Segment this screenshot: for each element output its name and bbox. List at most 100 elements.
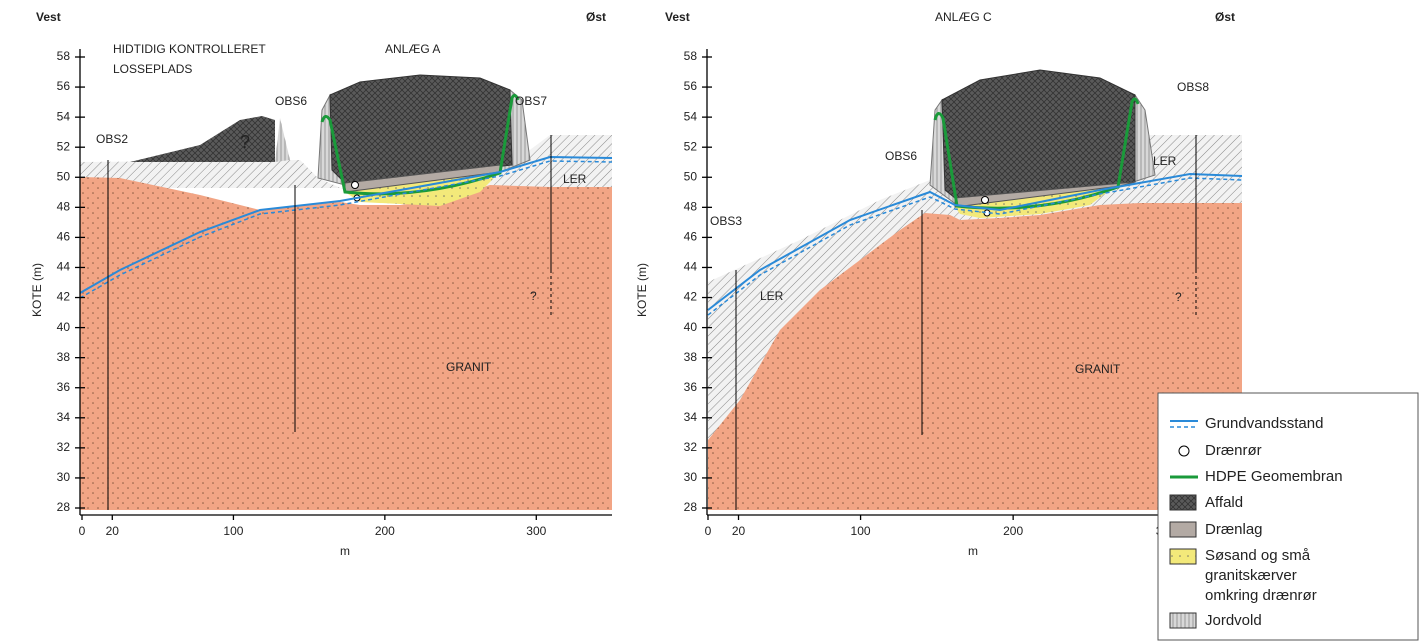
y-tick-label: 36 [684, 380, 698, 394]
legend-label: Grundvandsstand [1205, 415, 1323, 432]
label: Øst [586, 10, 606, 24]
legend-box [1157, 392, 1419, 641]
y-tick-label: 38 [57, 350, 71, 364]
x-tick-label: 100 [851, 524, 871, 538]
old-waste [130, 116, 275, 162]
y-tick-label: 54 [57, 109, 71, 123]
label: LER [1153, 154, 1177, 168]
y-axis-label: KOTE (m) [30, 263, 44, 317]
y-axis-label: KOTE (m) [635, 263, 649, 317]
label: Vest [36, 10, 61, 24]
label: GRANIT [1075, 362, 1121, 376]
x-axis-label: m [968, 544, 978, 558]
groundwater-dashed [707, 177, 1243, 316]
label: OBS6 [885, 149, 917, 163]
jordvold [275, 118, 290, 162]
right-section: Vest ANLÆG C Øst OBS3 OBS6 OBS8 LER LER … [635, 10, 1243, 558]
y-tick-label: 38 [684, 350, 698, 364]
legend-label: omkring drænrør [1205, 587, 1317, 604]
y-tick-label: 48 [57, 200, 71, 214]
legend-swatch [1169, 612, 1197, 629]
label: ? [1175, 290, 1182, 304]
y-tick-label: 30 [684, 470, 698, 484]
y-tick-label: 42 [684, 290, 698, 304]
label: LER [563, 172, 587, 186]
label: Vest [665, 10, 690, 24]
legend-label: HDPE Geomembran [1205, 468, 1343, 485]
x-tick-label: 300 [526, 524, 546, 538]
label: LOSSEPLADS [113, 62, 192, 76]
legend-label: Drænrør [1205, 442, 1262, 459]
y-tick-label: 52 [57, 139, 71, 153]
y-tick-label: 32 [684, 440, 698, 454]
label: GRANIT [446, 360, 492, 374]
membrane [320, 93, 520, 196]
y-tick-label: 40 [684, 320, 698, 334]
y-tick-label: 36 [57, 380, 71, 394]
legend-label: Søsand og små [1205, 547, 1311, 564]
granit [80, 177, 612, 510]
y-tick-label: 28 [684, 500, 698, 514]
y-tick-label: 54 [684, 109, 698, 123]
y-tick-label: 50 [684, 169, 698, 183]
y-tick-label: 44 [684, 260, 698, 274]
label: ANLÆG C [935, 10, 992, 24]
y-tick-label: 34 [684, 410, 698, 424]
label: Øst [1215, 10, 1235, 24]
groundwater [79, 155, 613, 294]
x-tick-label: 200 [375, 524, 395, 538]
axes: 28 30 32 34 36 38 40 42 44 46 48 50 52 54 56 58 0 20 100 20… [57, 49, 1242, 538]
legend-swatch [1169, 521, 1197, 538]
y-tick-label: 56 [57, 79, 71, 93]
y-tick-label: 46 [57, 230, 71, 244]
x-tick-label: 20 [732, 524, 746, 538]
y-tick-label: 42 [57, 290, 71, 304]
label: OBS8 [1177, 80, 1209, 94]
left-section: Vest Øst HIDTIDIG KONTROLLERET LOSSEPLAD… [30, 10, 613, 558]
y-tick-label: 56 [684, 79, 698, 93]
label: OBS2 [96, 132, 128, 146]
granit [708, 203, 1242, 510]
y-tick-label: 34 [57, 410, 71, 424]
label: HIDTIDIG KONTROLLERET [113, 42, 266, 56]
label: OBS3 [710, 214, 742, 228]
y-tick-label: 40 [57, 320, 71, 334]
y-tick-label: 52 [684, 139, 698, 153]
label: LER [760, 289, 784, 303]
y-tick-label: 28 [57, 500, 71, 514]
y-tick-label: 32 [57, 440, 71, 454]
groundwater [707, 172, 1243, 311]
x-tick-label: 0 [705, 524, 712, 538]
y-tick-label: 58 [684, 49, 698, 63]
label: OBS7 [515, 94, 547, 108]
x-tick-label: 100 [223, 524, 243, 538]
label: OBS6 [275, 94, 307, 108]
affald [941, 69, 1136, 199]
y-tick-label: 48 [684, 200, 698, 214]
legend-label: granitskærver [1205, 567, 1297, 584]
legend-swatch [1169, 494, 1197, 511]
y-tick-label: 58 [57, 49, 71, 63]
x-tick-label: 0 [79, 524, 86, 538]
x-axis-label: m [340, 544, 350, 558]
y-tick-label: 46 [684, 230, 698, 244]
y-tick-label: 50 [57, 169, 71, 183]
label: ANLÆG A [385, 42, 440, 56]
x-tick-label: 200 [1003, 524, 1023, 538]
groundwater-dashed [79, 160, 613, 299]
legend-swatch [1169, 548, 1197, 565]
legend-label: Drænlag [1205, 521, 1263, 538]
label: ? [240, 132, 250, 152]
legend-label: Affald [1205, 494, 1243, 511]
legend: Grundvandsstand Drænrør HDPE Geomembran … [1157, 392, 1419, 641]
legend-swatch [1178, 445, 1190, 457]
drain-pipe [351, 181, 359, 189]
label: ? [530, 289, 537, 303]
legend-label: Jordvold [1205, 612, 1262, 629]
y-tick-label: 30 [57, 470, 71, 484]
affald [329, 74, 513, 184]
y-tick-label: 44 [57, 260, 71, 274]
drain-pipe [981, 196, 989, 204]
x-tick-label: 20 [106, 524, 120, 538]
